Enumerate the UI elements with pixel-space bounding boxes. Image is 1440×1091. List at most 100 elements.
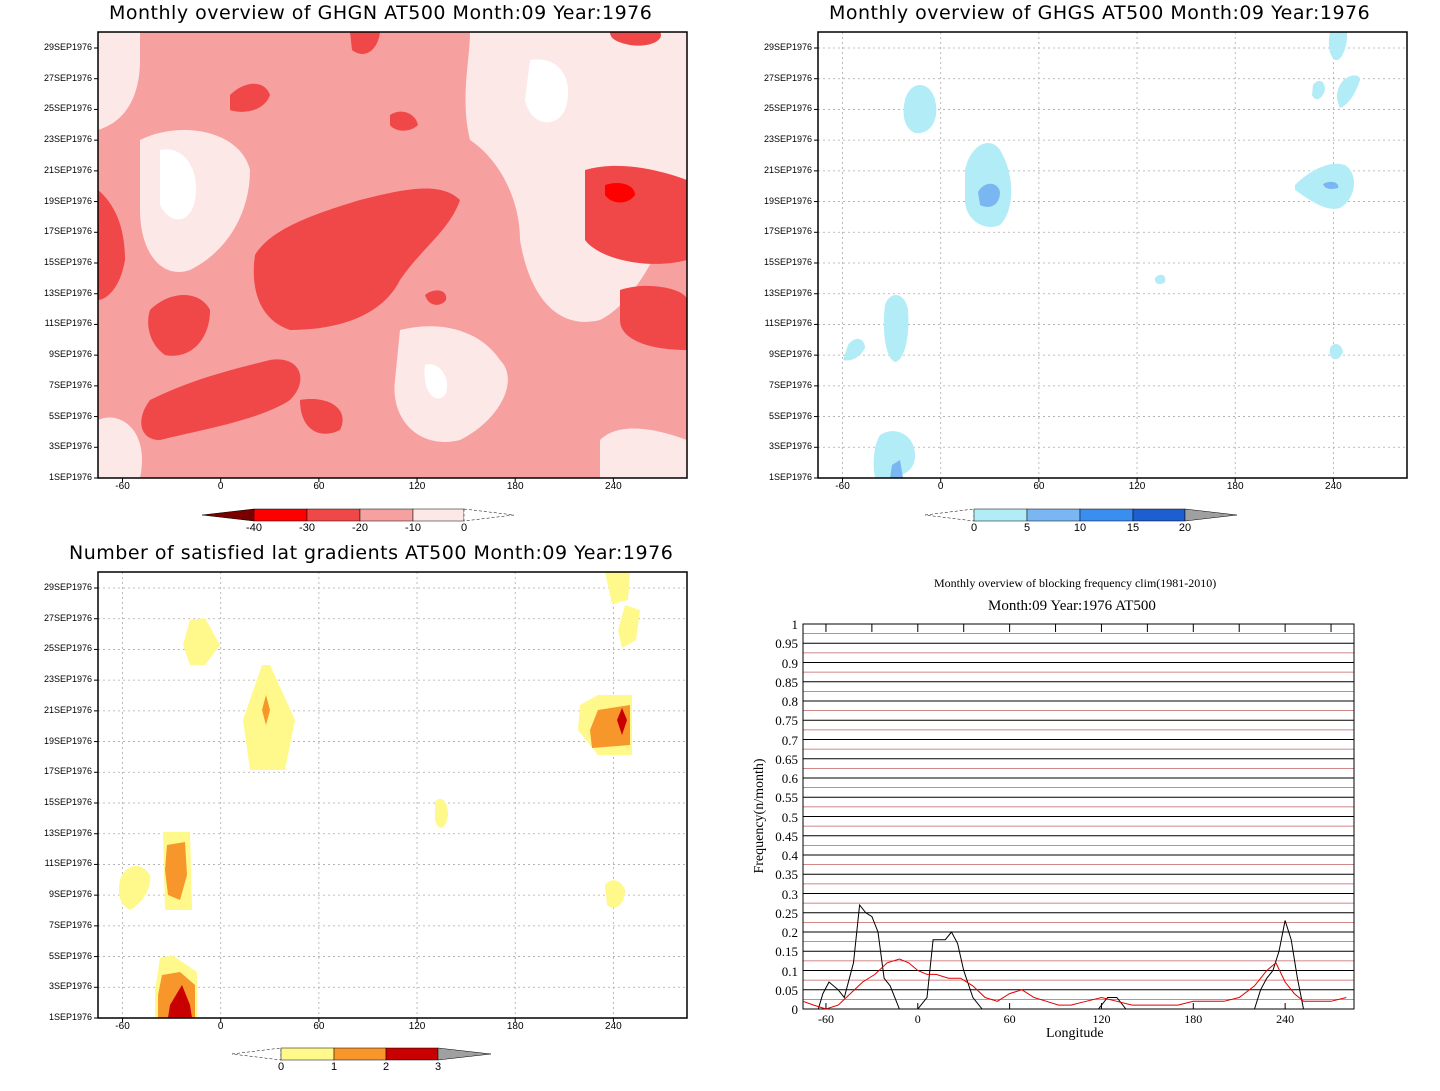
lat-date-tick: 15SEP1976 [43,797,92,807]
ghgs-colorbar-cell [1132,508,1186,522]
freq-x-tick: 180 [1184,1012,1203,1026]
ghgn-lon-tick: 60 [313,481,325,492]
ghgs-blob [873,431,915,478]
freq-x-tick: 240 [1276,1012,1295,1026]
lat-blob [165,842,187,900]
lat-date-tick: 17SEP1976 [43,766,92,777]
lat-map [98,572,687,1019]
ghgn-region-30-f [148,295,210,356]
ghgs-date-tick: 9SEP1976 [768,349,812,360]
ghgn-axis-ticks [94,47,614,482]
ghgn-region-30-k [425,290,447,305]
lat-blob [605,880,625,908]
freq-y-tick: 0.25 [775,905,798,921]
lat-date-tick: 11SEP1976 [44,858,92,869]
ghgn-colorbar-cell [359,508,414,522]
lat-blob [617,708,627,735]
ghgn-map [98,32,687,478]
lat-blob [605,572,630,604]
ghgs-date-tick: 27SEP1976 [763,72,812,83]
lat-date-tick: 13SEP1976 [43,827,92,838]
freq-gridlines [803,623,1354,1010]
ghgs-colorbar-label: 15 [1126,522,1140,534]
lat-blob [435,798,448,828]
ghgn-region-30-a [253,188,460,330]
ghgs-lon-tick: -60 [835,481,850,492]
ghgn-region-light-d [600,428,687,478]
lat-lon-tick: 240 [605,1021,622,1032]
ghgs-blob [1328,32,1348,61]
ghgn-colorbar-label: -20 [352,522,368,534]
ghgs-date-tick: 3SEP1976 [768,441,812,452]
freq-series-red [802,958,1347,1010]
lat-colorbar-cell [231,1047,282,1061]
ghgs-blob [883,294,909,362]
ghgn-date-tick: 5SEP1976 [48,410,92,421]
freq-y-tick: 0.85 [775,674,798,690]
ghgs-date-tick: 11SEP1976 [764,318,812,329]
ghgn-colorbar-label: 0 [460,522,468,534]
ghgn-date-tick: 25SEP1976 [43,103,92,114]
ghgn-region-30-c [98,190,125,300]
ghgs-colorbar-label: 10 [1073,522,1087,534]
lat-blob [618,605,640,648]
ghgn-date-tick: 27SEP1976 [43,72,92,83]
freq-x-tick: 120 [1092,1012,1111,1026]
freq-xlabel: Longitude [1046,1026,1104,1041]
lat-lon-tick: 60 [313,1021,325,1032]
ghgn-colorbar-cell [306,508,361,522]
ghgs-blob [903,85,937,134]
lat-blob [168,985,192,1018]
ghgs-blob [843,338,865,361]
freq-y-tick: 0.05 [775,982,798,998]
ghgn-colorbar-cell [201,508,255,522]
ghgs-colorbar-cell [924,508,975,522]
ghgs-colorbar [924,508,1238,522]
lat-date-tick: 1SEP1976 [48,1012,92,1022]
ghgn-lon-tick: 240 [605,481,622,492]
freq-y-tick: 0.5 [781,809,798,825]
lat-colorbar-label: 1 [330,1061,338,1073]
ghgs-lon-tick: 180 [1226,481,1244,492]
lat-colorbar-label: 3 [434,1061,442,1073]
ghgs-lon-tick: 120 [1128,481,1146,492]
ghgn-region-30-i [610,32,661,46]
lat-lon-tick: -60 [115,1021,130,1032]
freq-y-tick: 0.65 [775,751,798,767]
lat-date-tick: 23SEP1976 [43,674,92,685]
ghgs-blob [890,460,903,478]
ghgs-colorbar-cell [1026,508,1081,522]
ghgs-blob [978,183,1000,207]
ghgn-frame [97,31,688,479]
ghgs-date-tick: 21SEP1976 [763,164,812,175]
ghgn-lon-tick: 0 [217,481,224,492]
lat-date-tick: 5SEP1976 [48,950,92,961]
lat-date-tick: 9SEP1976 [48,889,92,900]
ghgs-date-tick: 19SEP1976 [763,195,812,206]
lat-lon-tick: 180 [506,1021,524,1032]
lat-colorbar-label: 0 [277,1061,285,1073]
ghgs-date-tick: 1SEP1976 [768,472,812,482]
lat-lon-tick: 120 [408,1021,426,1032]
ghgn-date-tick: 9SEP1976 [48,349,92,360]
ghgn-colorbar-cell [463,508,515,522]
lat-axis-ticks [94,587,614,1022]
ghgn-colorbar-cell [253,508,308,522]
ghgs-date-tick: 5SEP1976 [768,410,812,421]
ghgn-region-30-d [585,165,687,264]
ghgn-region-30-h [390,111,418,131]
freq-ticks [825,624,1332,1009]
freq-ylabel: Frequency(n/month) [752,758,767,874]
ghgs-date-tick: 25SEP1976 [763,103,812,114]
ghgn-region-white-a [160,149,196,220]
freq-y-tick: 0.1 [781,963,798,979]
ghgn-date-tick: 19SEP1976 [43,195,92,206]
freq-plot [802,623,1355,1010]
lat-colorbar-cell [437,1047,492,1061]
freq-y-tick: 0.9 [781,655,798,671]
freq-subtitle: Month:09 Year:1976 AT500 [988,598,1156,614]
ghgs-date-tick: 23SEP1976 [763,134,812,145]
ghgs-date-tick: 17SEP1976 [763,226,812,237]
freq-y-tick: 0.3 [781,886,798,902]
lat-date-tick: 3SEP1976 [48,981,92,992]
